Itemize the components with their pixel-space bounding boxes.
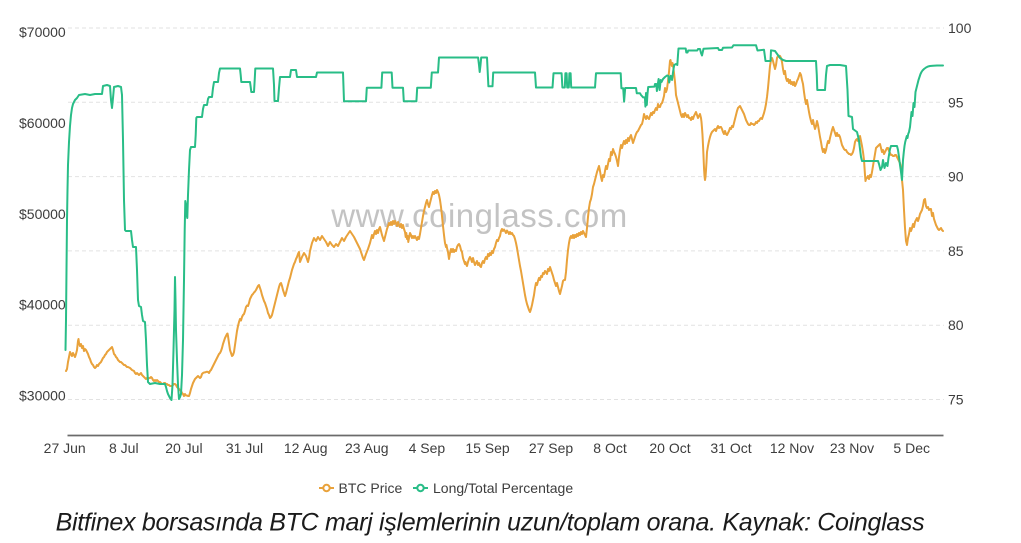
svg-text:90: 90 xyxy=(948,169,964,185)
svg-text:15 Sep: 15 Sep xyxy=(465,440,510,456)
svg-text:8 Oct: 8 Oct xyxy=(593,440,627,456)
svg-text:www.coinglass.com: www.coinglass.com xyxy=(330,197,627,234)
svg-text:95: 95 xyxy=(948,94,964,110)
svg-text:5 Dec: 5 Dec xyxy=(893,440,930,456)
svg-text:23 Aug: 23 Aug xyxy=(345,440,389,456)
svg-text:20 Jul: 20 Jul xyxy=(165,440,202,456)
svg-text:80: 80 xyxy=(948,317,964,333)
svg-text:$60000: $60000 xyxy=(19,115,66,131)
svg-text:27 Sep: 27 Sep xyxy=(529,440,574,456)
svg-text:12 Aug: 12 Aug xyxy=(284,440,328,456)
svg-text:20 Oct: 20 Oct xyxy=(649,440,690,456)
svg-text:31 Jul: 31 Jul xyxy=(226,440,263,456)
svg-text:27 Jun: 27 Jun xyxy=(44,440,86,456)
svg-text:$30000: $30000 xyxy=(19,388,66,404)
svg-text:$70000: $70000 xyxy=(19,24,66,40)
svg-text:Long/Total Percentage: Long/Total Percentage xyxy=(433,480,573,496)
svg-text:$40000: $40000 xyxy=(19,297,66,313)
svg-text:75: 75 xyxy=(948,392,964,408)
svg-text:Bitfinex borsasında BTC marj i: Bitfinex borsasında BTC marj işlemlerini… xyxy=(56,509,925,537)
svg-text:100: 100 xyxy=(948,20,972,36)
svg-text:$50000: $50000 xyxy=(19,206,66,222)
svg-text:12 Nov: 12 Nov xyxy=(770,440,814,456)
svg-text:8 Jul: 8 Jul xyxy=(109,440,139,456)
svg-text:23 Nov: 23 Nov xyxy=(830,440,874,456)
svg-text:4 Sep: 4 Sep xyxy=(409,440,446,456)
svg-text:85: 85 xyxy=(948,243,964,259)
svg-text:BTC Price: BTC Price xyxy=(339,480,403,496)
svg-text:31 Oct: 31 Oct xyxy=(710,440,751,456)
